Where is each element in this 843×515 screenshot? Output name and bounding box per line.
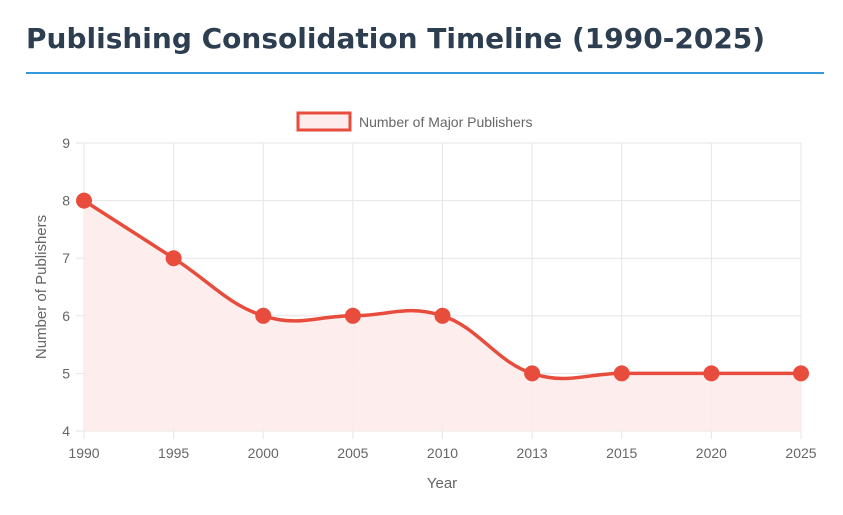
y-tick-label: 7 — [62, 250, 70, 266]
data-point — [703, 365, 720, 382]
y-axis-ticks: 4 5 6 7 8 9 — [62, 135, 70, 439]
y-tick-label: 8 — [62, 193, 70, 209]
data-point — [434, 307, 451, 324]
x-tick-label: 2010 — [427, 445, 458, 461]
x-tick-label: 2005 — [337, 445, 368, 461]
x-axis-ticks: 1990 1995 2000 2005 2010 2013 2015 2020 2025 — [68, 445, 816, 461]
data-point — [76, 192, 92, 209]
x-tick-label: 2020 — [696, 445, 727, 461]
data-point — [255, 307, 272, 324]
y-axis-title: Number of Publishers — [33, 215, 50, 359]
data-point — [613, 365, 630, 382]
page-title: Publishing Consolidation Timeline (1990-… — [26, 22, 766, 55]
y-tick-label: 5 — [62, 365, 70, 381]
legend-swatch[interactable] — [296, 111, 352, 132]
data-points — [76, 192, 809, 382]
x-axis-title: Year — [427, 475, 457, 492]
x-tick-label: 2000 — [248, 445, 279, 461]
y-tick-label: 4 — [62, 423, 70, 439]
legend[interactable]: Number of Major Publishers — [296, 111, 533, 132]
data-point — [165, 250, 182, 267]
x-tick-label: 2025 — [785, 445, 816, 461]
x-tick-label: 2013 — [517, 445, 548, 461]
x-tick-label: 1995 — [158, 445, 189, 461]
legend-label[interactable]: Number of Major Publishers — [359, 114, 533, 130]
y-tick-label: 9 — [62, 135, 70, 151]
data-point — [793, 365, 809, 382]
title-divider — [26, 72, 824, 74]
x-tick-label: 1990 — [68, 445, 99, 461]
data-point — [524, 365, 541, 382]
x-tick-label: 2015 — [606, 445, 637, 461]
y-tick-label: 6 — [62, 308, 70, 324]
data-point — [344, 307, 361, 324]
